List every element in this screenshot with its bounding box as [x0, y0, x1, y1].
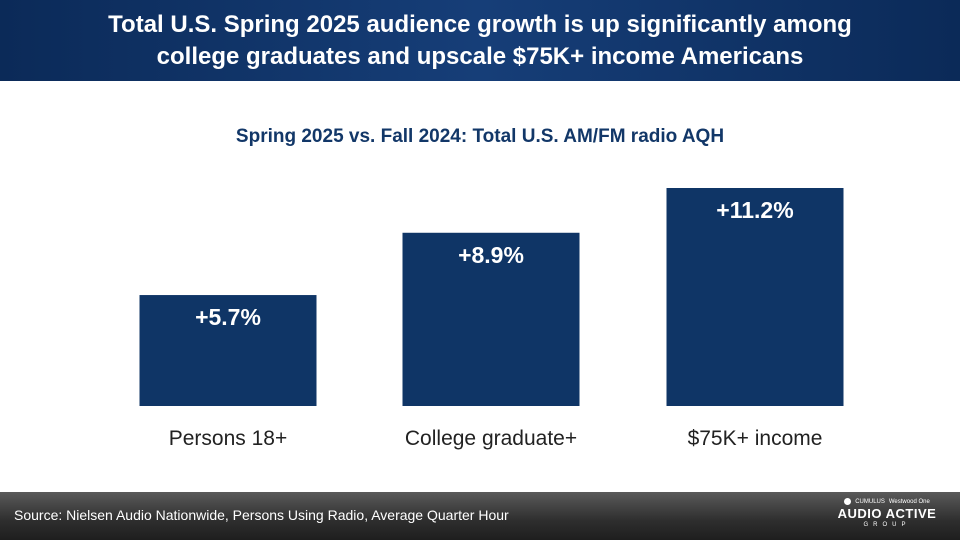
- bar-chart: +5.7% Persons 18+ +8.9% College graduate+ +1…: [139, 188, 844, 450]
- data-label-1: +5.7%: [195, 304, 261, 330]
- data-label-2: +8.9%: [458, 242, 524, 268]
- footer: Source: Nielsen Audio Nationwide, Person…: [0, 492, 960, 540]
- audio-active-group-logo: CUMULUS Westwood One AUDIO ACTIVE GROUP: [832, 498, 942, 529]
- logo-cumulus-text: CUMULUS: [855, 499, 885, 505]
- category-label-3: $75K+ income: [688, 427, 823, 450]
- category-label-1: Persons 18+: [169, 427, 288, 450]
- category-label-2: College graduate+: [405, 427, 577, 450]
- chart-title: Spring 2025 vs. Fall 2024: Total U.S. AM…: [235, 126, 725, 147]
- bar-3: [666, 188, 844, 406]
- source-note: Source: Nielsen Audio Nationwide, Person…: [14, 507, 509, 523]
- data-label-3: +11.2%: [716, 197, 793, 223]
- header-banner: Total U.S. Spring 2025 audience growth i…: [0, 0, 960, 81]
- logo-westwood-text: Westwood One: [888, 499, 930, 505]
- logo-main-text: AUDIO ACTIVE: [837, 506, 937, 521]
- bar-2: [402, 232, 580, 406]
- bar-1: [139, 295, 317, 406]
- page-title: Total U.S. Spring 2025 audience growth i…: [108, 10, 852, 70]
- cumulus-logo-icon: [844, 498, 852, 505]
- logo-sub-text: GROUP: [863, 522, 911, 528]
